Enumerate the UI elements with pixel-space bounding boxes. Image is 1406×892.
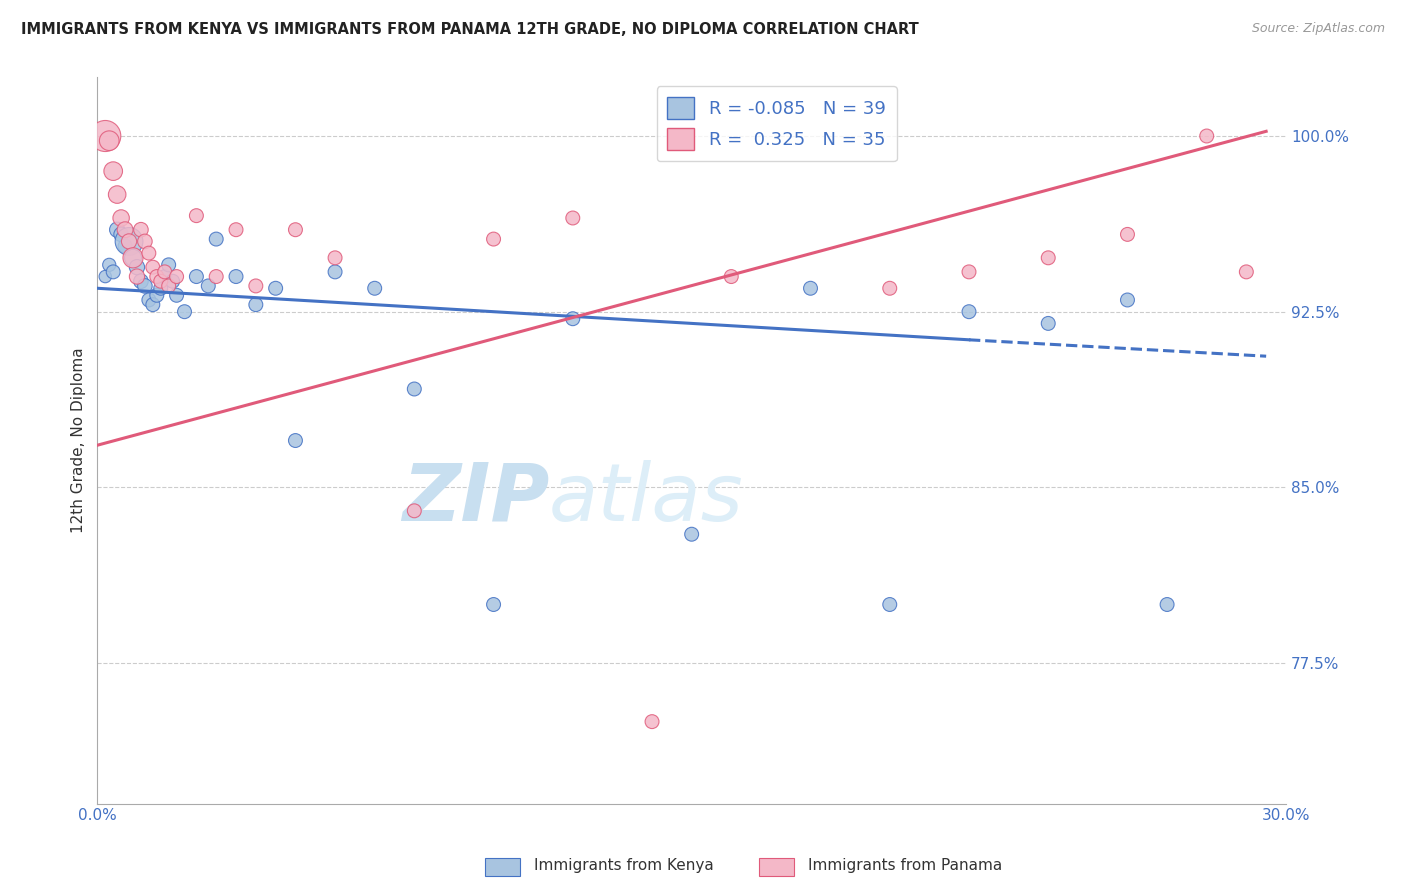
Point xyxy=(404,382,426,396)
Point xyxy=(284,223,307,237)
Point xyxy=(149,281,172,295)
Point xyxy=(957,265,980,279)
Point xyxy=(122,251,145,265)
Point xyxy=(125,269,148,284)
Text: Source: ZipAtlas.com: Source: ZipAtlas.com xyxy=(1251,22,1385,36)
Point xyxy=(482,598,505,612)
Point xyxy=(125,260,148,275)
Point xyxy=(114,223,136,237)
Point xyxy=(799,281,821,295)
Point xyxy=(1156,598,1178,612)
Point xyxy=(245,279,267,293)
Point xyxy=(225,269,247,284)
Point xyxy=(245,298,267,312)
Point xyxy=(1195,128,1218,143)
Point xyxy=(142,298,165,312)
Point xyxy=(134,279,156,293)
Point xyxy=(363,281,385,295)
Point xyxy=(98,134,121,148)
Y-axis label: 12th Grade, No Diploma: 12th Grade, No Diploma xyxy=(72,348,86,533)
Point xyxy=(129,223,152,237)
Point xyxy=(110,211,132,225)
Point xyxy=(879,281,901,295)
Point xyxy=(103,265,125,279)
Point xyxy=(1116,293,1139,307)
Point xyxy=(186,209,208,223)
Point xyxy=(284,434,307,448)
Point xyxy=(94,128,117,143)
Point xyxy=(138,246,160,260)
Point xyxy=(153,265,176,279)
Point xyxy=(323,251,346,265)
Point xyxy=(561,311,583,326)
Point xyxy=(404,504,426,518)
Point xyxy=(122,251,145,265)
Point xyxy=(957,304,980,318)
Legend: R = -0.085   N = 39, R =  0.325   N = 35: R = -0.085 N = 39, R = 0.325 N = 35 xyxy=(657,87,897,161)
Point xyxy=(205,269,228,284)
Point xyxy=(1038,317,1060,331)
Point xyxy=(129,274,152,288)
Text: ZIP: ZIP xyxy=(402,459,548,538)
Point xyxy=(153,269,176,284)
Point xyxy=(1234,265,1257,279)
Point xyxy=(94,269,117,284)
Text: atlas: atlas xyxy=(548,459,744,538)
Point xyxy=(149,274,172,288)
Point xyxy=(134,235,156,249)
Point xyxy=(103,164,125,178)
Point xyxy=(138,293,160,307)
Point xyxy=(561,211,583,225)
Point xyxy=(482,232,505,246)
Point xyxy=(173,304,195,318)
Text: IMMIGRANTS FROM KENYA VS IMMIGRANTS FROM PANAMA 12TH GRADE, NO DIPLOMA CORRELATI: IMMIGRANTS FROM KENYA VS IMMIGRANTS FROM… xyxy=(21,22,920,37)
Point xyxy=(166,288,188,302)
Point xyxy=(166,269,188,284)
Point xyxy=(105,223,128,237)
Point xyxy=(225,223,247,237)
Point xyxy=(720,269,742,284)
Point xyxy=(105,187,128,202)
Point xyxy=(264,281,287,295)
Point xyxy=(118,235,141,249)
Point xyxy=(205,232,228,246)
Point xyxy=(98,258,121,272)
Point xyxy=(157,258,180,272)
Point xyxy=(114,239,136,253)
Point xyxy=(162,274,184,288)
Text: Immigrants from Panama: Immigrants from Panama xyxy=(808,858,1002,872)
Point xyxy=(142,260,165,275)
Point xyxy=(146,269,169,284)
Point xyxy=(879,598,901,612)
Point xyxy=(1038,251,1060,265)
Point xyxy=(641,714,664,729)
Point xyxy=(146,288,169,302)
Point xyxy=(157,279,180,293)
Point xyxy=(110,227,132,242)
Point xyxy=(186,269,208,284)
Point xyxy=(118,235,141,249)
Point xyxy=(197,279,219,293)
Point xyxy=(681,527,703,541)
Point xyxy=(323,265,346,279)
Point xyxy=(1116,227,1139,242)
Text: Immigrants from Kenya: Immigrants from Kenya xyxy=(534,858,714,872)
